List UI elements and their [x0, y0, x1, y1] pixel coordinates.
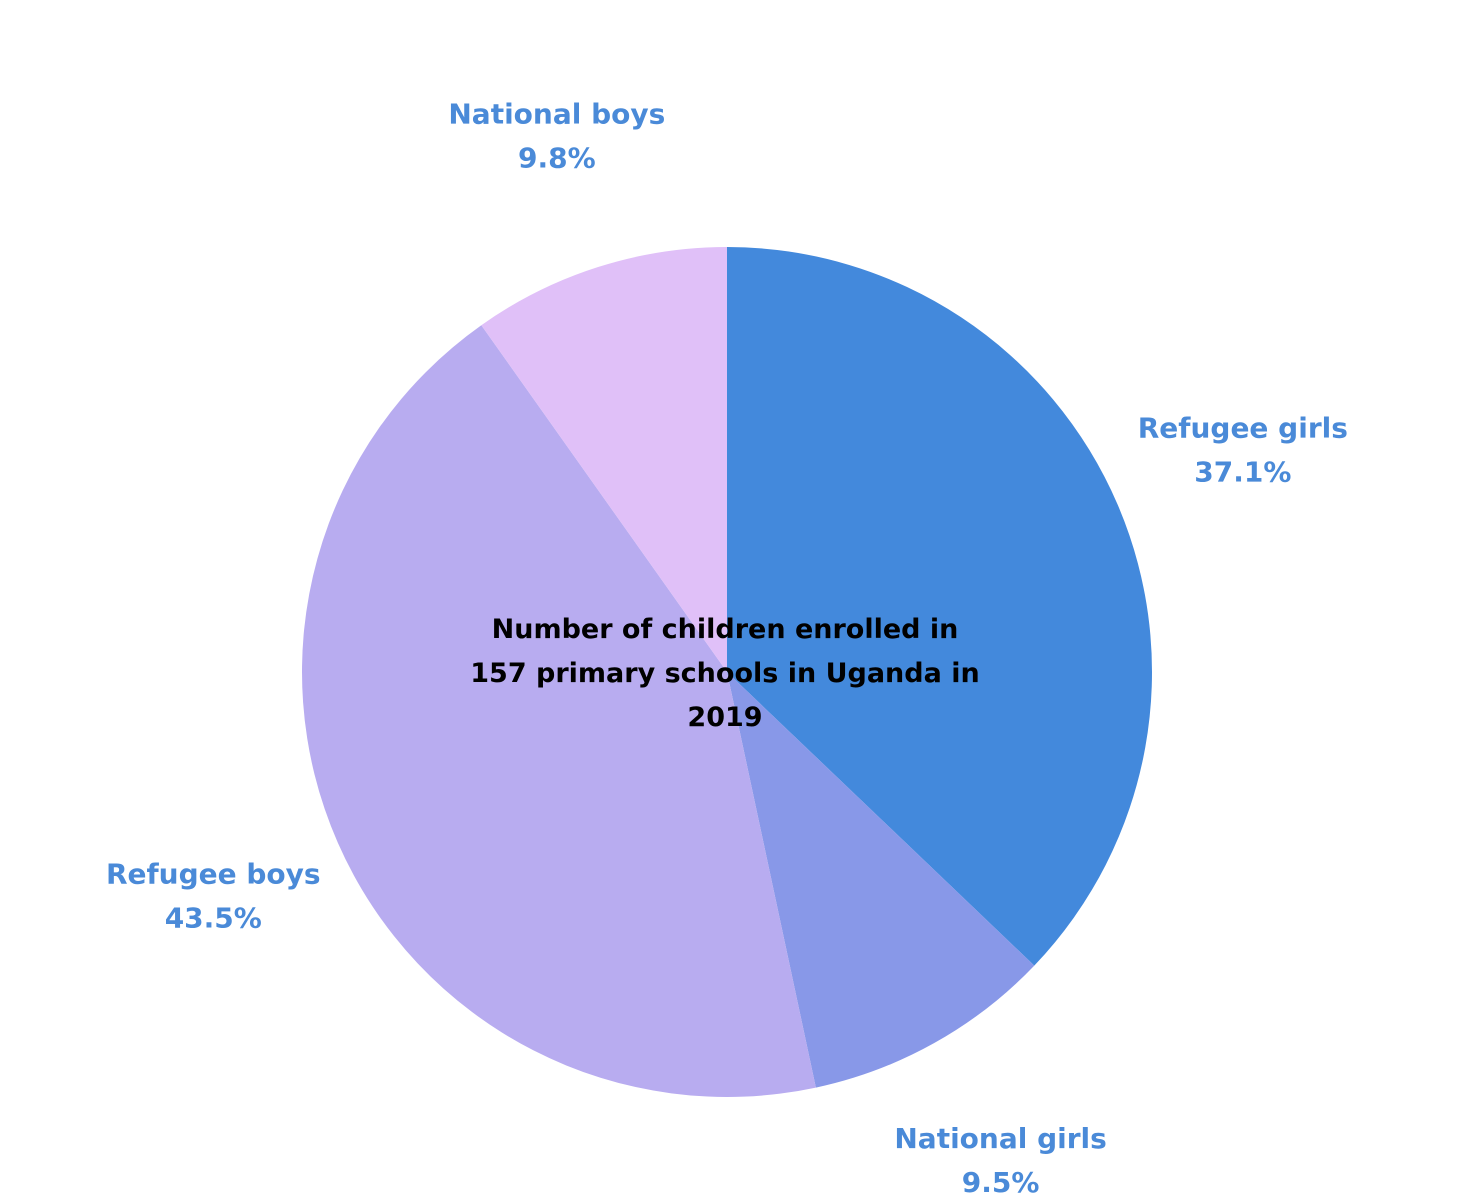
pie-slice: [727, 247, 1152, 966]
slice-label: Refugee girls: [1138, 411, 1348, 444]
slice-label: Refugee boys: [106, 857, 321, 890]
value-label: 37.1%: [1194, 455, 1291, 488]
slice-label: National boys: [448, 97, 665, 130]
pie-slice: [302, 325, 816, 1097]
chart-title: Number of children enrolled in 157 prima…: [470, 614, 980, 733]
pie-slice: [727, 672, 1035, 1088]
slice-label: National girls: [894, 1122, 1106, 1155]
value-label: 9.5%: [962, 1166, 1040, 1199]
pie-slice: [481, 247, 727, 672]
value-label: 9.8%: [518, 141, 596, 174]
value-label: 43.5%: [165, 901, 262, 934]
